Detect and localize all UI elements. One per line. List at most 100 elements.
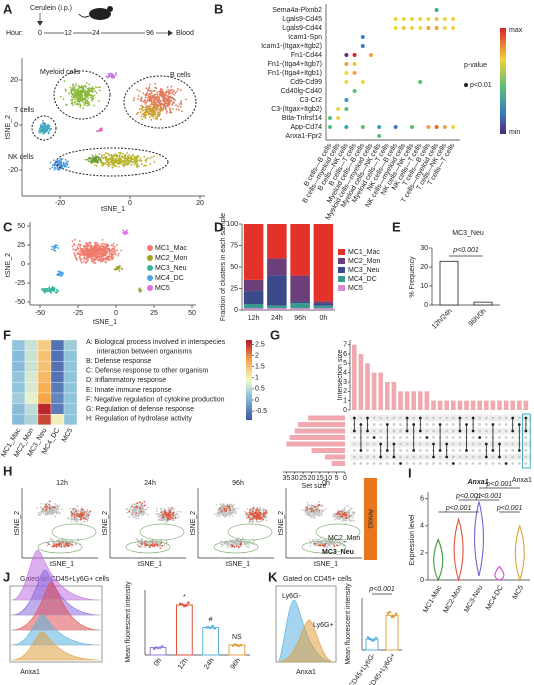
- replicate-dot: [394, 612, 398, 616]
- matrix-dot: [372, 442, 376, 446]
- cell-dot: [170, 85, 173, 88]
- cell-dot: [83, 508, 86, 511]
- heatmap-cell: [24, 382, 39, 394]
- cell-dot: [51, 538, 53, 541]
- cell-dot: [108, 253, 111, 255]
- cell-dot: [141, 502, 143, 505]
- cell-dot: [104, 162, 107, 165]
- cell-dot: [102, 163, 105, 166]
- cell-dot: [172, 97, 175, 100]
- cell-dot: [83, 91, 86, 94]
- cell-dot: [97, 158, 100, 161]
- cell-dot: [126, 511, 129, 514]
- pvalue-dot: [328, 116, 332, 120]
- cell-dot: [118, 151, 121, 154]
- row-label: Cd40lg-Cd40: [281, 88, 322, 95]
- heatmap-cell: [11, 361, 26, 372]
- cell-dot: [150, 544, 152, 547]
- cell-dot: [42, 287, 45, 290]
- cell-dot: [345, 517, 348, 520]
- cell-dot: [159, 109, 161, 112]
- cell-dot: [47, 513, 49, 516]
- cell-dot: [68, 544, 71, 547]
- cell-dot: [107, 72, 110, 75]
- cell-dot: [319, 541, 322, 544]
- cell-dot: [57, 270, 59, 273]
- cell-dot: [149, 163, 151, 165]
- matrix-dot: [478, 449, 482, 452]
- cell-dot: [308, 539, 311, 542]
- panel-title: 96h: [232, 480, 244, 487]
- cell-dot: [102, 257, 105, 260]
- matrix-dot: [498, 436, 501, 439]
- cell-dot: [100, 161, 103, 164]
- cell-dot: [76, 520, 78, 522]
- cell-dot: [142, 109, 144, 112]
- cell-dot: [169, 95, 172, 98]
- cell-dot: [142, 92, 145, 95]
- annotation: *: [183, 594, 186, 601]
- cell-dot: [84, 511, 86, 514]
- cell-dot: [136, 159, 139, 161]
- cell-dot: [78, 91, 81, 94]
- cell-dot: [220, 512, 222, 514]
- tick-label: 0: [420, 577, 424, 584]
- legend-label: MC2_Mon: [155, 255, 187, 262]
- pvalue-dot: [336, 116, 341, 120]
- cell-dot: [224, 516, 227, 518]
- cell-dot: [240, 543, 243, 546]
- matrix-dot: [465, 462, 468, 465]
- cell-dot: [71, 92, 73, 95]
- cell-dot: [215, 504, 218, 506]
- cell-dot: [168, 518, 171, 521]
- cell-dot: [113, 159, 116, 162]
- heatmap-cell: [37, 371, 52, 383]
- tick-label: 30: [291, 475, 299, 482]
- x-tick-label: 12h/24h: [431, 308, 454, 331]
- cell-dot: [81, 507, 83, 509]
- cell-dot: [94, 154, 97, 156]
- cell-dot: [45, 512, 48, 514]
- population-label: Ly6G+: [313, 622, 334, 629]
- cell-dot: [228, 511, 231, 514]
- cell-dot: [77, 519, 80, 521]
- cell-dot: [166, 105, 169, 108]
- row-label: Fn1-Cd44: [291, 52, 322, 59]
- cell-dot: [77, 87, 80, 90]
- cell-dot: [136, 502, 139, 504]
- cell-dot: [165, 91, 168, 94]
- cell-dot: [79, 104, 82, 107]
- cell-dot: [176, 517, 179, 519]
- matrix-dot: [432, 423, 435, 426]
- cell-dot: [47, 132, 50, 135]
- cell-dot: [122, 231, 125, 234]
- cell-dot: [314, 542, 317, 545]
- cell-dot: [149, 105, 152, 108]
- bar: [510, 400, 516, 410]
- matrix-dot: [366, 442, 369, 446]
- legend-label: MC1_Mac: [155, 245, 187, 252]
- cell-dot: [120, 249, 123, 252]
- cell-dot: [59, 157, 62, 160]
- cell-dot: [71, 87, 74, 90]
- cell-dot: [77, 96, 80, 99]
- matrix-dot: [465, 416, 468, 420]
- cell-dot: [144, 102, 147, 105]
- bar-segment: [243, 224, 264, 280]
- tick-label: -25: [73, 310, 83, 317]
- tick-label: 3: [343, 379, 347, 386]
- cell-dot: [129, 508, 131, 511]
- cell-dot: [75, 514, 78, 516]
- matrix-dot: [478, 423, 482, 426]
- cluster-outline: [55, 147, 169, 177]
- cell-dot: [153, 160, 156, 163]
- cell-dot: [93, 94, 96, 97]
- cell-dot: [53, 159, 55, 162]
- cell-dot: [321, 513, 323, 516]
- annotation: p<0.001: [445, 505, 472, 512]
- cell-dot: [265, 511, 268, 514]
- matrix-dot: [432, 462, 435, 465]
- cell-dot: [105, 159, 107, 161]
- cell-dot: [46, 502, 48, 505]
- cell-dot: [142, 106, 145, 109]
